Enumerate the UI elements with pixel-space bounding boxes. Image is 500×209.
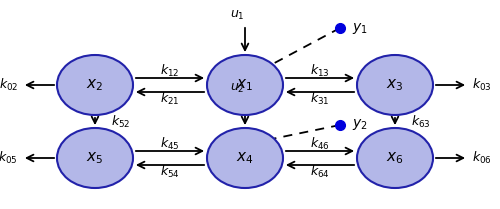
Text: $k_{63}$: $k_{63}$ xyxy=(411,113,430,130)
Text: $k_{46}$: $k_{46}$ xyxy=(310,136,330,152)
Text: $k_{05}$: $k_{05}$ xyxy=(0,150,18,166)
Text: $x_5$: $x_5$ xyxy=(86,150,104,166)
Text: $k_{45}$: $k_{45}$ xyxy=(160,136,180,152)
Text: $k_{12}$: $k_{12}$ xyxy=(160,63,180,79)
Text: $k_{13}$: $k_{13}$ xyxy=(310,63,330,79)
Ellipse shape xyxy=(207,128,283,188)
Text: $x_4$: $x_4$ xyxy=(236,150,254,166)
Text: $k_{31}$: $k_{31}$ xyxy=(310,91,330,107)
Text: $u_1$: $u_1$ xyxy=(230,9,244,22)
Ellipse shape xyxy=(207,55,283,115)
Text: $y_1$: $y_1$ xyxy=(352,20,368,36)
Text: $x_6$: $x_6$ xyxy=(386,150,404,166)
Text: $u_2$: $u_2$ xyxy=(230,82,244,95)
Ellipse shape xyxy=(57,128,133,188)
Text: $k_{52}$: $k_{52}$ xyxy=(111,113,130,130)
Text: $k_{06}$: $k_{06}$ xyxy=(472,150,492,166)
Ellipse shape xyxy=(357,55,433,115)
Ellipse shape xyxy=(57,55,133,115)
Text: $k_{21}$: $k_{21}$ xyxy=(160,91,180,107)
Text: $x_3$: $x_3$ xyxy=(386,77,404,93)
Text: $k_{03}$: $k_{03}$ xyxy=(472,77,492,93)
Text: $x_2$: $x_2$ xyxy=(86,77,104,93)
Text: $k_{54}$: $k_{54}$ xyxy=(160,164,180,180)
Ellipse shape xyxy=(357,128,433,188)
Text: $x_1$: $x_1$ xyxy=(236,77,254,93)
Text: $y_2$: $y_2$ xyxy=(352,117,368,133)
Text: $k_{64}$: $k_{64}$ xyxy=(310,164,330,180)
Text: $k_{02}$: $k_{02}$ xyxy=(0,77,18,93)
